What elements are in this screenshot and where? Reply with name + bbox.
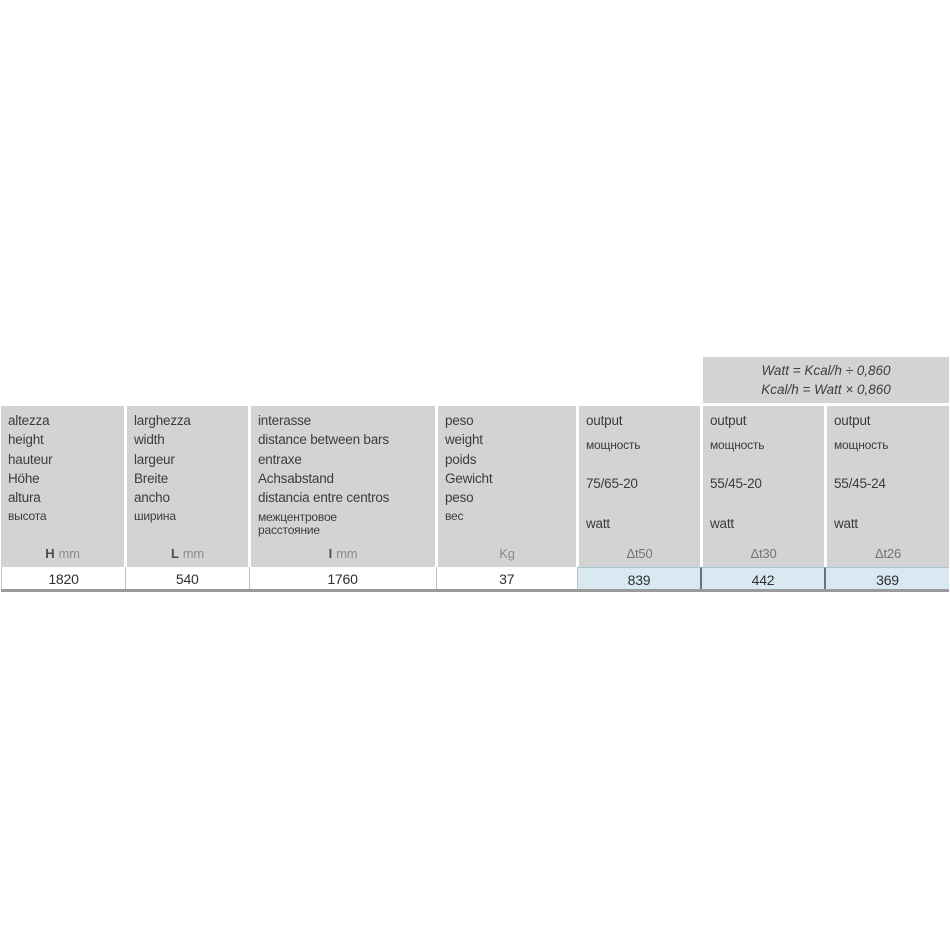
- unit-label-dt30: Δt30: [750, 546, 777, 561]
- column-labels-width: larghezza width largeur Breite ancho шир…: [134, 413, 191, 524]
- value-output-dt26: 369: [826, 567, 949, 589]
- value-output-dt50: 839: [578, 567, 702, 589]
- formula-line-2: Kcal/h = Watt × 0,860: [761, 382, 891, 397]
- value-distance-between-bars: 1760: [249, 567, 437, 589]
- column-header-output-dt50: output мощность 75/65-20 watt Δt50: [579, 406, 700, 567]
- column-labels-distance: interasse distance between bars entraxe …: [258, 413, 390, 538]
- value-height: 1820: [1, 567, 126, 589]
- column-header-weight: peso weight poids Gewicht peso вес Kg: [438, 406, 576, 567]
- conversion-formula-box: Watt = Kcal/h ÷ 0,860 Kcal/h = Watt × 0,…: [703, 357, 949, 403]
- column-labels-output-dt50: output мощность 75/65-20 watt: [586, 413, 641, 531]
- value-weight: 37: [436, 567, 578, 589]
- table-data-row: 1820 540 1760 37 839 442 369: [1, 567, 949, 592]
- column-header-distance-between-bars: interasse distance between bars entraxe …: [251, 406, 435, 567]
- column-labels-weight: peso weight poids Gewicht peso вес: [445, 413, 493, 524]
- column-labels-height: altezza height hauteur Höhe altura высот…: [8, 413, 53, 524]
- column-labels-output-dt26: output мощность 55/45-24 watt: [834, 413, 889, 531]
- column-labels-output-dt30: output мощность 55/45-20 watt: [710, 413, 765, 531]
- formula-line-1: Watt = Kcal/h ÷ 0,860: [761, 363, 891, 378]
- column-header-height: altezza height hauteur Höhe altura высот…: [1, 406, 124, 567]
- value-output-dt30: 442: [702, 567, 826, 589]
- specification-table: altezza height hauteur Höhe altura высот…: [1, 406, 949, 592]
- column-header-width: larghezza width largeur Breite ancho шир…: [127, 406, 248, 567]
- value-width: 540: [126, 567, 250, 589]
- unit-label-weight: Kg: [499, 546, 515, 561]
- column-header-output-dt26: output мощность 55/45-24 watt Δt26: [827, 406, 949, 567]
- unit-label-dt26: Δt26: [875, 546, 901, 561]
- table-header-row: altezza height hauteur Höhe altura высот…: [1, 406, 949, 567]
- unit-label-dt50: Δt50: [626, 546, 653, 561]
- column-header-output-dt30: output мощность 55/45-20 watt Δt30: [703, 406, 824, 567]
